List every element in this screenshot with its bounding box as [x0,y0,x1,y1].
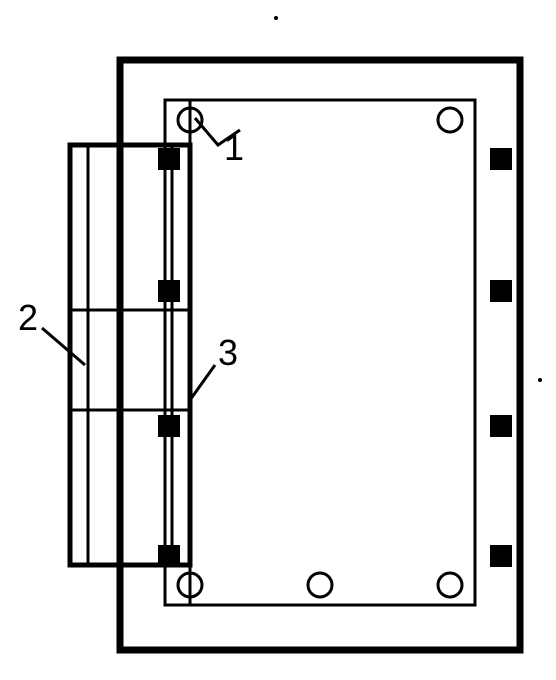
rebar-square-right [490,545,512,567]
rebar-square-right [490,415,512,437]
rebar-square-left [158,280,180,302]
stray-dot [538,378,542,382]
rebar-square-left [158,545,180,567]
rebar-square-right [490,280,512,302]
section-diagram: 1 2 3 [0,0,556,680]
label-1: 1 [224,127,244,168]
stray-dot [274,16,278,20]
label-3: 3 [218,332,238,373]
rebar-square-right [490,148,512,170]
rebar-square-left [158,415,180,437]
canvas-bg [0,0,556,680]
rebar-square-left [158,148,180,170]
label-2: 2 [18,297,38,338]
